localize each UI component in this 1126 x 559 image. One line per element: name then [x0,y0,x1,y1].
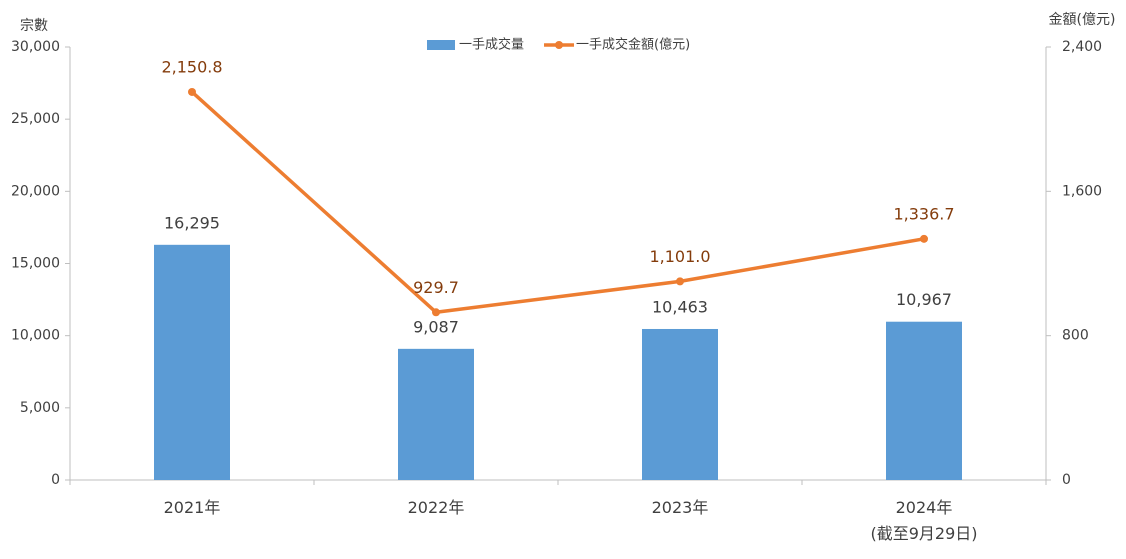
line-point [432,308,440,317]
y-tick-label: 15,000 [11,256,60,272]
bar [154,244,230,480]
y-tick-label: 30,000 [11,39,60,55]
x-tick-label: 2022年 [408,498,465,517]
bar-value-label: 10,463 [652,297,708,316]
line-value-label: 2,150.8 [161,57,222,76]
legend-swatch [427,40,455,50]
bar [398,348,474,480]
legend-label: 一手成交金額(億元) [576,37,690,53]
bar-value-label: 10,967 [896,290,952,309]
line-value-label: 1,336.7 [893,204,954,223]
legend-swatch [555,41,564,49]
y-tick-label: 0 [51,472,60,488]
bar-value-label: 16,295 [164,213,220,232]
y-tick-label: 20,000 [11,183,60,199]
line-point [920,234,928,243]
bar-value-label: 9,087 [413,317,459,336]
y-axis-label: 宗數 [20,18,48,34]
y-tick-label: 5,000 [20,400,60,416]
y2-tick-label: 2,400 [1062,39,1102,55]
y-tick-label: 10,000 [11,328,60,344]
y2-tick-label: 800 [1062,328,1089,344]
line [190,90,925,315]
line-value-label: 929.7 [413,278,459,297]
legend-label: 一手成交量 [459,37,524,53]
line-value-label: 1,101.0 [649,247,710,266]
line-point [676,277,684,286]
y-tick-label: 25,000 [11,111,60,127]
y2-tick-label: 0 [1062,472,1071,488]
bar [886,321,962,480]
x-tick-label: 2023年 [652,498,709,517]
y2-tick-label: 1,600 [1062,183,1102,199]
y2-axis-label: 金額(億元) [1049,12,1116,28]
x-tick-label: 2021年 [164,498,221,517]
line-point [188,87,196,96]
bar [642,328,718,480]
x-tick-label: 2024年(截至9月29日) [870,498,977,543]
